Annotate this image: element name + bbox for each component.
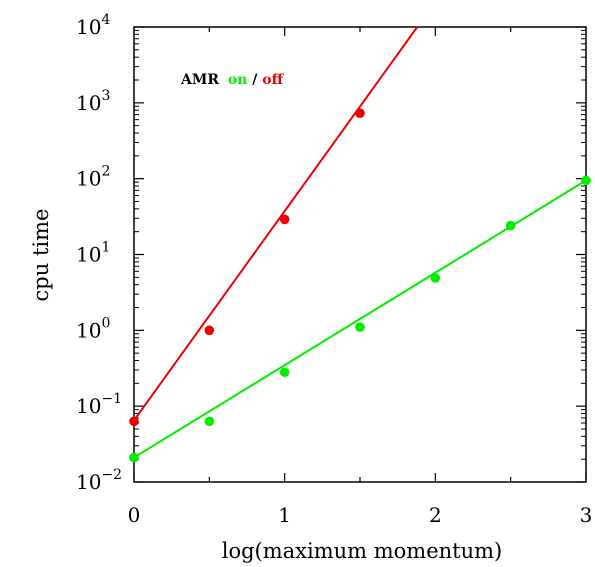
x-axis-title: log(maximum momentum) — [222, 539, 503, 563]
y-tick-label: 104 — [76, 12, 110, 39]
x-tick-label: 2 — [429, 503, 442, 527]
data-point-on — [129, 452, 139, 463]
y-tick-label: 10−2 — [76, 467, 122, 494]
axes-layer: 0 1 2 3 104 103 102 101 100 10−1 10−2 — [76, 12, 592, 527]
data-point-on — [279, 367, 290, 378]
y-tick-label: 10−1 — [76, 391, 122, 418]
data-point-on — [204, 416, 215, 427]
data-point-on — [430, 273, 441, 283]
series-layer — [129, 26, 591, 463]
data-point-off — [204, 325, 215, 336]
legend: AMR on / off — [180, 72, 285, 88]
legend-separator: / — [252, 72, 258, 88]
y-tick-label: 100 — [76, 315, 110, 342]
y-tick-label: 101 — [76, 240, 110, 267]
data-point-off — [129, 416, 139, 427]
data-point-off — [355, 108, 365, 118]
y-axis-title: cpu time — [29, 209, 53, 302]
fit-line-off — [133, 26, 419, 421]
legend-on: on — [228, 72, 248, 88]
x-tick-label: 1 — [278, 503, 291, 527]
data-point-on — [505, 220, 516, 231]
data-point-off — [279, 214, 290, 225]
legend-off: off — [262, 72, 284, 88]
legend-prefix: AMR — [180, 72, 219, 88]
data-point-on — [581, 175, 591, 186]
x-tick-label: 0 — [128, 503, 141, 527]
data-point-on — [355, 322, 365, 332]
plot-frame — [133, 26, 587, 483]
fit-line-on — [133, 179, 587, 459]
y-tick-label: 103 — [76, 88, 110, 115]
x-tick-label: 3 — [580, 503, 593, 527]
y-tick-label: 102 — [76, 164, 110, 191]
